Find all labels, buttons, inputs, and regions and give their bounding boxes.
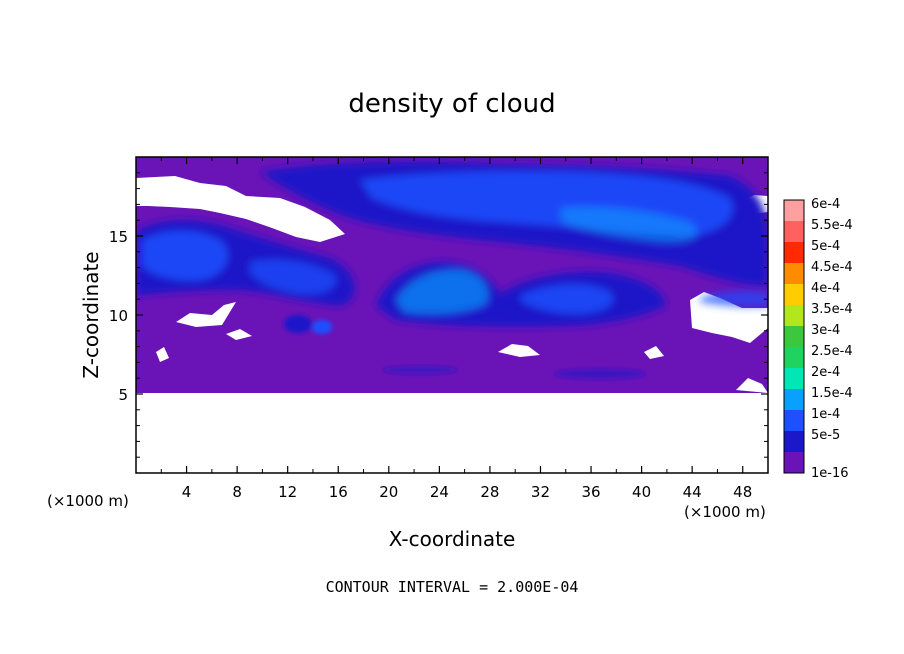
colorbar-swatch [784,368,804,389]
colorbar-label: 6e-4 [811,197,840,212]
x-tick-label: 20 [379,483,398,501]
colorbar-swatch [784,242,804,263]
x-tick-label: 4 [182,483,192,501]
x-unit-label: (×1000 m) [47,492,129,510]
x-tick-label: 8 [232,483,242,501]
y-axis-label: Z-coordinate [79,251,103,378]
x-tick-label: 16 [329,483,348,501]
x-tick-label: 44 [683,483,702,501]
x-axis-ticks: 4 8 12 16 20 24 28 32 36 40 44 48 [160,157,752,501]
colorbar-swatch [784,326,804,347]
colorbar-label: 2.5e-4 [811,344,853,359]
x-tick-label: 48 [733,483,752,501]
cloud-band-upper [260,161,768,286]
y-tick-label: 15 [109,228,128,246]
colorbar-label: 3e-4 [811,323,840,338]
colorbar-swatch [784,305,804,326]
x-tick-label: 32 [531,483,550,501]
colorbar-label: 3.5e-4 [811,302,853,317]
colorbar-label: 4e-4 [811,281,840,296]
colorbar-label: 5.5e-4 [811,218,853,233]
colorbar-swatch [784,263,804,284]
colorbar: 6e-4 5.5e-4 5e-4 4.5e-4 4e-4 3.5e-4 3e-4 2.5e-4… [783,197,853,481]
colorbar-swatch [784,389,804,410]
y-tick-label: 5 [118,386,128,404]
x-tick-label: 28 [480,483,499,501]
cloud-density-field [136,157,768,473]
colorbar-frame [783,199,805,474]
z-unit-label: (×1000 m) [684,503,766,521]
x-axis-label: X-coordinate [389,527,516,551]
contour-interval-note: CONTOUR INTERVAL = 2.000E-04 [326,578,579,596]
colorbar-swatch [784,284,804,305]
x-tick-label: 36 [581,483,600,501]
colorbar-swatch [784,347,804,368]
colorbar-label: 2e-4 [811,365,840,380]
x-tick-label: 40 [632,483,651,501]
y-tick-label: 10 [109,307,128,325]
cloud-free-lower [136,393,768,473]
colorbar-swatch [784,221,804,242]
y-axis-ticks: 5 10 15 [109,172,768,458]
cloud-free-gaps [136,176,768,393]
chart-title: density of cloud [348,89,555,119]
cloud-patches-lower [284,315,646,379]
cloud-band-left [136,220,355,306]
colorbar-label: 1.5e-4 [811,386,853,401]
cloud-band-middle [376,262,768,327]
colorbar-label: 4.5e-4 [811,260,853,275]
colorbar-label: 5e-4 [811,239,840,254]
colorbar-swatch [784,452,804,473]
colorbar-label: 1e-4 [811,407,840,422]
x-tick-label: 12 [278,483,297,501]
x-tick-label: 24 [430,483,449,501]
colorbar-swatch [784,200,804,221]
colorbar-swatch [784,410,804,431]
colorbar-label: 5e-5 [811,428,840,443]
colorbar-label: 1e-16 [811,466,849,481]
colorbar-swatch [784,431,804,452]
